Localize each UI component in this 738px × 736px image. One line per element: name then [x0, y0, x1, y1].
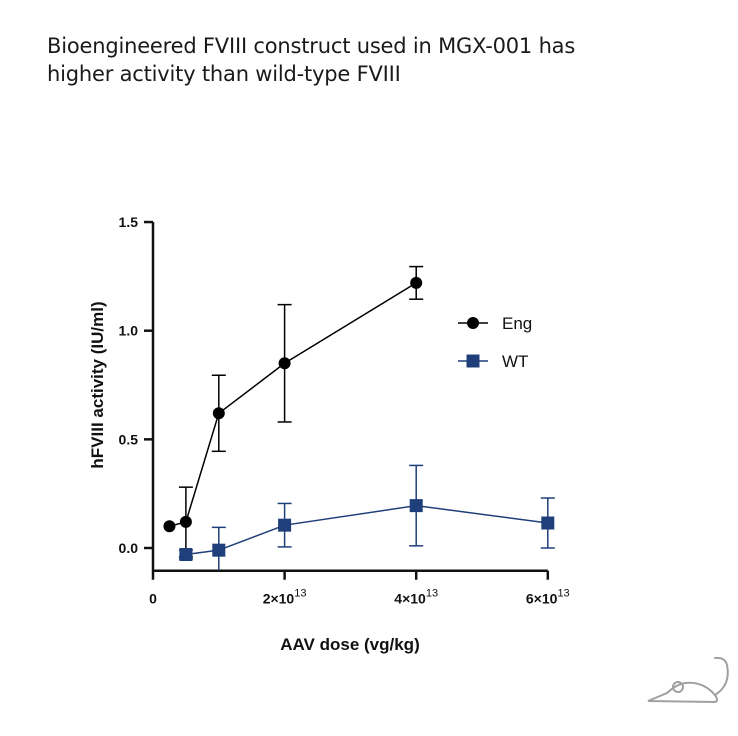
wt-point — [212, 543, 226, 557]
title-line-2: higher activity than wild-type FVIII — [47, 62, 401, 86]
tick-exponent: 13 — [426, 588, 438, 600]
wt-point — [541, 516, 555, 530]
x-tick-label: 4×1013 — [394, 588, 438, 607]
eng-point — [179, 515, 192, 528]
tick-base: 2×10 — [263, 591, 295, 607]
x-axis-label: AAV dose (vg/kg) — [280, 635, 419, 654]
wt-point — [278, 518, 292, 532]
eng-point — [212, 407, 225, 420]
legend-marker-eng — [467, 317, 479, 329]
eng-point — [410, 276, 423, 289]
wt-point — [409, 499, 423, 513]
title-line-1: Bioengineered FVIII construct used in MG… — [47, 34, 576, 58]
mouse-icon — [647, 656, 729, 704]
x-tick-label: 2×1013 — [263, 588, 307, 607]
eng-point — [163, 520, 176, 533]
tick-base: 4×10 — [394, 591, 426, 607]
y-tick-label: 1.5 — [119, 214, 139, 230]
y-axis-label: hFVIII activity (IU/ml) — [88, 301, 107, 468]
y-tick-label: 0.5 — [119, 431, 139, 447]
eng-point — [278, 357, 291, 370]
x-tick-label: 6×1013 — [526, 588, 570, 607]
legend-label-eng: Eng — [502, 314, 532, 333]
y-tick-label: 1.0 — [119, 323, 139, 339]
tick-base: 6×10 — [526, 591, 558, 607]
x-tick-label: 0 — [149, 591, 157, 607]
tick-exponent: 13 — [294, 588, 306, 600]
wt-point — [179, 548, 193, 562]
eng-line — [169, 282, 417, 527]
legend-marker-wt — [466, 354, 480, 368]
tick-exponent: 13 — [557, 588, 569, 600]
chart-title: Bioengineered FVIII construct used in MG… — [47, 32, 707, 88]
legend-label-wt: WT — [502, 352, 528, 371]
y-tick-label: 0.0 — [119, 540, 139, 556]
wt-line — [185, 504, 548, 556]
